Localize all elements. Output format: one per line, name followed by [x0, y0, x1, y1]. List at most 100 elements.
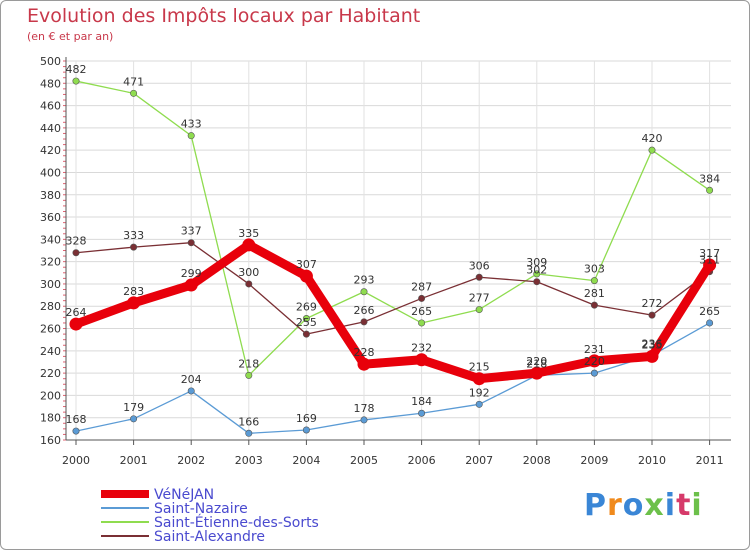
x-tick-label: 2009 — [580, 454, 608, 467]
data-label: 220 — [584, 355, 605, 368]
series-point-2 — [590, 277, 598, 285]
data-label: 232 — [411, 342, 432, 355]
series-point-0 — [530, 366, 544, 380]
series-point-3 — [130, 243, 138, 251]
data-label: 236 — [642, 337, 663, 350]
series-point-3 — [360, 318, 368, 326]
data-label: 215 — [469, 361, 490, 374]
series-point-0 — [357, 357, 371, 371]
data-label: 264 — [66, 306, 87, 319]
series-point-2 — [130, 89, 138, 97]
legend-label: Saint-Alexandre — [154, 529, 265, 545]
series-point-1 — [187, 387, 195, 395]
y-tick-label: 460 — [40, 100, 61, 113]
series-point-0 — [587, 354, 601, 368]
series-line-3 — [75, 242, 710, 335]
data-label: 293 — [354, 274, 375, 287]
x-tick-label: 2008 — [523, 454, 551, 467]
data-label: 287 — [411, 280, 432, 293]
y-tick-label: 380 — [40, 189, 61, 202]
series-point-1 — [130, 415, 138, 423]
data-label: 281 — [584, 287, 605, 300]
y-tick-label: 180 — [40, 412, 61, 425]
x-tick-label: 2003 — [235, 454, 263, 467]
series-point-0 — [242, 238, 256, 252]
y-tick-label: 320 — [40, 256, 61, 269]
y-tick-label: 480 — [40, 77, 61, 90]
data-label: 169 — [296, 412, 317, 425]
x-tick-label: 2000 — [62, 454, 90, 467]
data-label: 482 — [66, 63, 87, 76]
x-tick-label: 2011 — [696, 454, 724, 467]
series-point-1 — [302, 426, 310, 434]
data-label: 433 — [181, 118, 202, 131]
x-tick-label: 2004 — [292, 454, 320, 467]
y-tick-label: 240 — [40, 345, 61, 358]
y-tick-label: 300 — [40, 278, 61, 291]
series-point-2 — [533, 270, 541, 278]
data-label: 228 — [354, 346, 375, 359]
series-point-2 — [360, 288, 368, 296]
data-label: 328 — [66, 235, 87, 248]
data-label: 218 — [526, 357, 547, 370]
y-tick-label: 340 — [40, 233, 61, 246]
data-label: 420 — [642, 132, 663, 145]
series-point-3 — [72, 249, 80, 257]
x-tick-label: 2010 — [638, 454, 666, 467]
series-point-1 — [360, 416, 368, 424]
data-label: 235 — [642, 338, 663, 351]
series-point-3 — [648, 311, 656, 319]
data-label: 255 — [296, 316, 317, 329]
data-label: 300 — [238, 266, 259, 279]
y-tick-label: 160 — [40, 434, 61, 447]
series-point-0 — [703, 258, 717, 272]
y-tick-label: 280 — [40, 300, 61, 313]
series-point-1 — [418, 409, 426, 417]
series-point-1 — [475, 400, 483, 408]
proxiti-logo: Proxiti — [584, 488, 703, 523]
data-label: 218 — [238, 357, 259, 370]
y-tick-label: 440 — [40, 122, 61, 135]
data-label: 333 — [123, 229, 144, 242]
data-label: 384 — [699, 172, 720, 185]
data-label: 471 — [123, 75, 144, 88]
series-point-3 — [475, 273, 483, 281]
data-label: 303 — [584, 263, 605, 276]
chart-title: Evolution des Impôts locaux par Habitant — [27, 5, 421, 27]
data-label: 231 — [584, 343, 605, 356]
series-point-3 — [418, 294, 426, 302]
legend-label: VéNéJAN — [154, 487, 214, 503]
data-label: 220 — [526, 355, 547, 368]
data-label: 299 — [181, 267, 202, 280]
data-label: 184 — [411, 395, 432, 408]
series-point-2 — [72, 77, 80, 85]
y-tick-label: 260 — [40, 323, 61, 336]
x-tick-label: 2001 — [120, 454, 148, 467]
series-point-0 — [184, 278, 198, 292]
data-label: 309 — [526, 256, 547, 269]
series-point-2 — [245, 371, 253, 379]
y-tick-label: 400 — [40, 166, 61, 179]
data-label: 166 — [238, 415, 259, 428]
y-tick-label: 200 — [40, 389, 61, 402]
data-label: 283 — [123, 285, 144, 298]
series-point-0 — [299, 269, 313, 283]
legend-label: Saint-Étienne-des-Sorts — [154, 514, 319, 531]
series-point-2 — [302, 314, 310, 322]
x-tick-label: 2007 — [465, 454, 493, 467]
data-label: 266 — [354, 304, 375, 317]
series-point-0 — [69, 317, 83, 331]
series-point-3 — [302, 330, 310, 338]
data-label: 192 — [469, 386, 490, 399]
series-point-3 — [533, 278, 541, 286]
series-point-1 — [72, 427, 80, 435]
series-point-3 — [187, 239, 195, 247]
legend-label: Saint-Nazaire — [154, 501, 248, 517]
data-label: 179 — [123, 401, 144, 414]
series-point-2 — [187, 132, 195, 140]
data-label: 302 — [526, 264, 547, 277]
series-point-2 — [475, 306, 483, 314]
series-point-0 — [645, 349, 659, 363]
series-point-1 — [706, 319, 714, 327]
